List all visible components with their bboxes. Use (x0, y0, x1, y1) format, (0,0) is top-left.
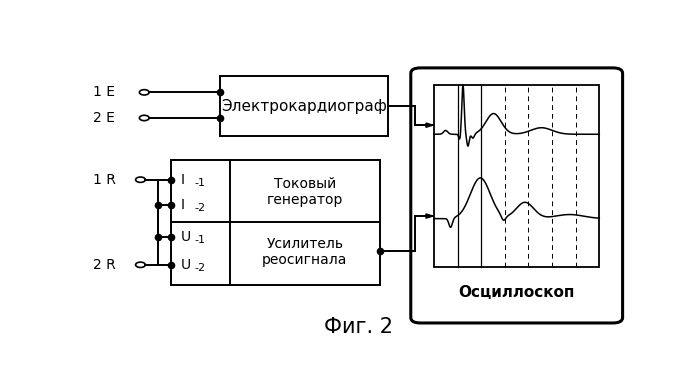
Text: U: U (181, 258, 192, 272)
Text: -1: -1 (194, 235, 206, 245)
Bar (171, 160, 380, 285)
Text: Усилитель
реосигнала: Усилитель реосигнала (262, 237, 347, 267)
Text: Токовый
генератор: Токовый генератор (266, 177, 343, 207)
Text: I: I (181, 198, 185, 212)
Text: 2 E: 2 E (93, 111, 115, 125)
Text: 1 R: 1 R (93, 173, 115, 187)
Text: -1: -1 (194, 178, 206, 188)
Text: Осциллоскоп: Осциллоскоп (459, 285, 575, 300)
Text: -2: -2 (194, 263, 206, 273)
Text: -2: -2 (194, 203, 206, 213)
Text: U: U (181, 230, 192, 244)
Text: Фиг. 2: Фиг. 2 (324, 317, 393, 337)
Bar (220, 76, 388, 136)
Text: I: I (181, 173, 185, 187)
Text: Электрокардиограф: Электрокардиограф (221, 99, 387, 113)
Text: 1 E: 1 E (93, 85, 115, 99)
Polygon shape (426, 214, 433, 218)
FancyBboxPatch shape (411, 68, 623, 323)
Text: 2 R: 2 R (93, 258, 115, 272)
Bar (434, 85, 599, 267)
Polygon shape (426, 123, 433, 127)
